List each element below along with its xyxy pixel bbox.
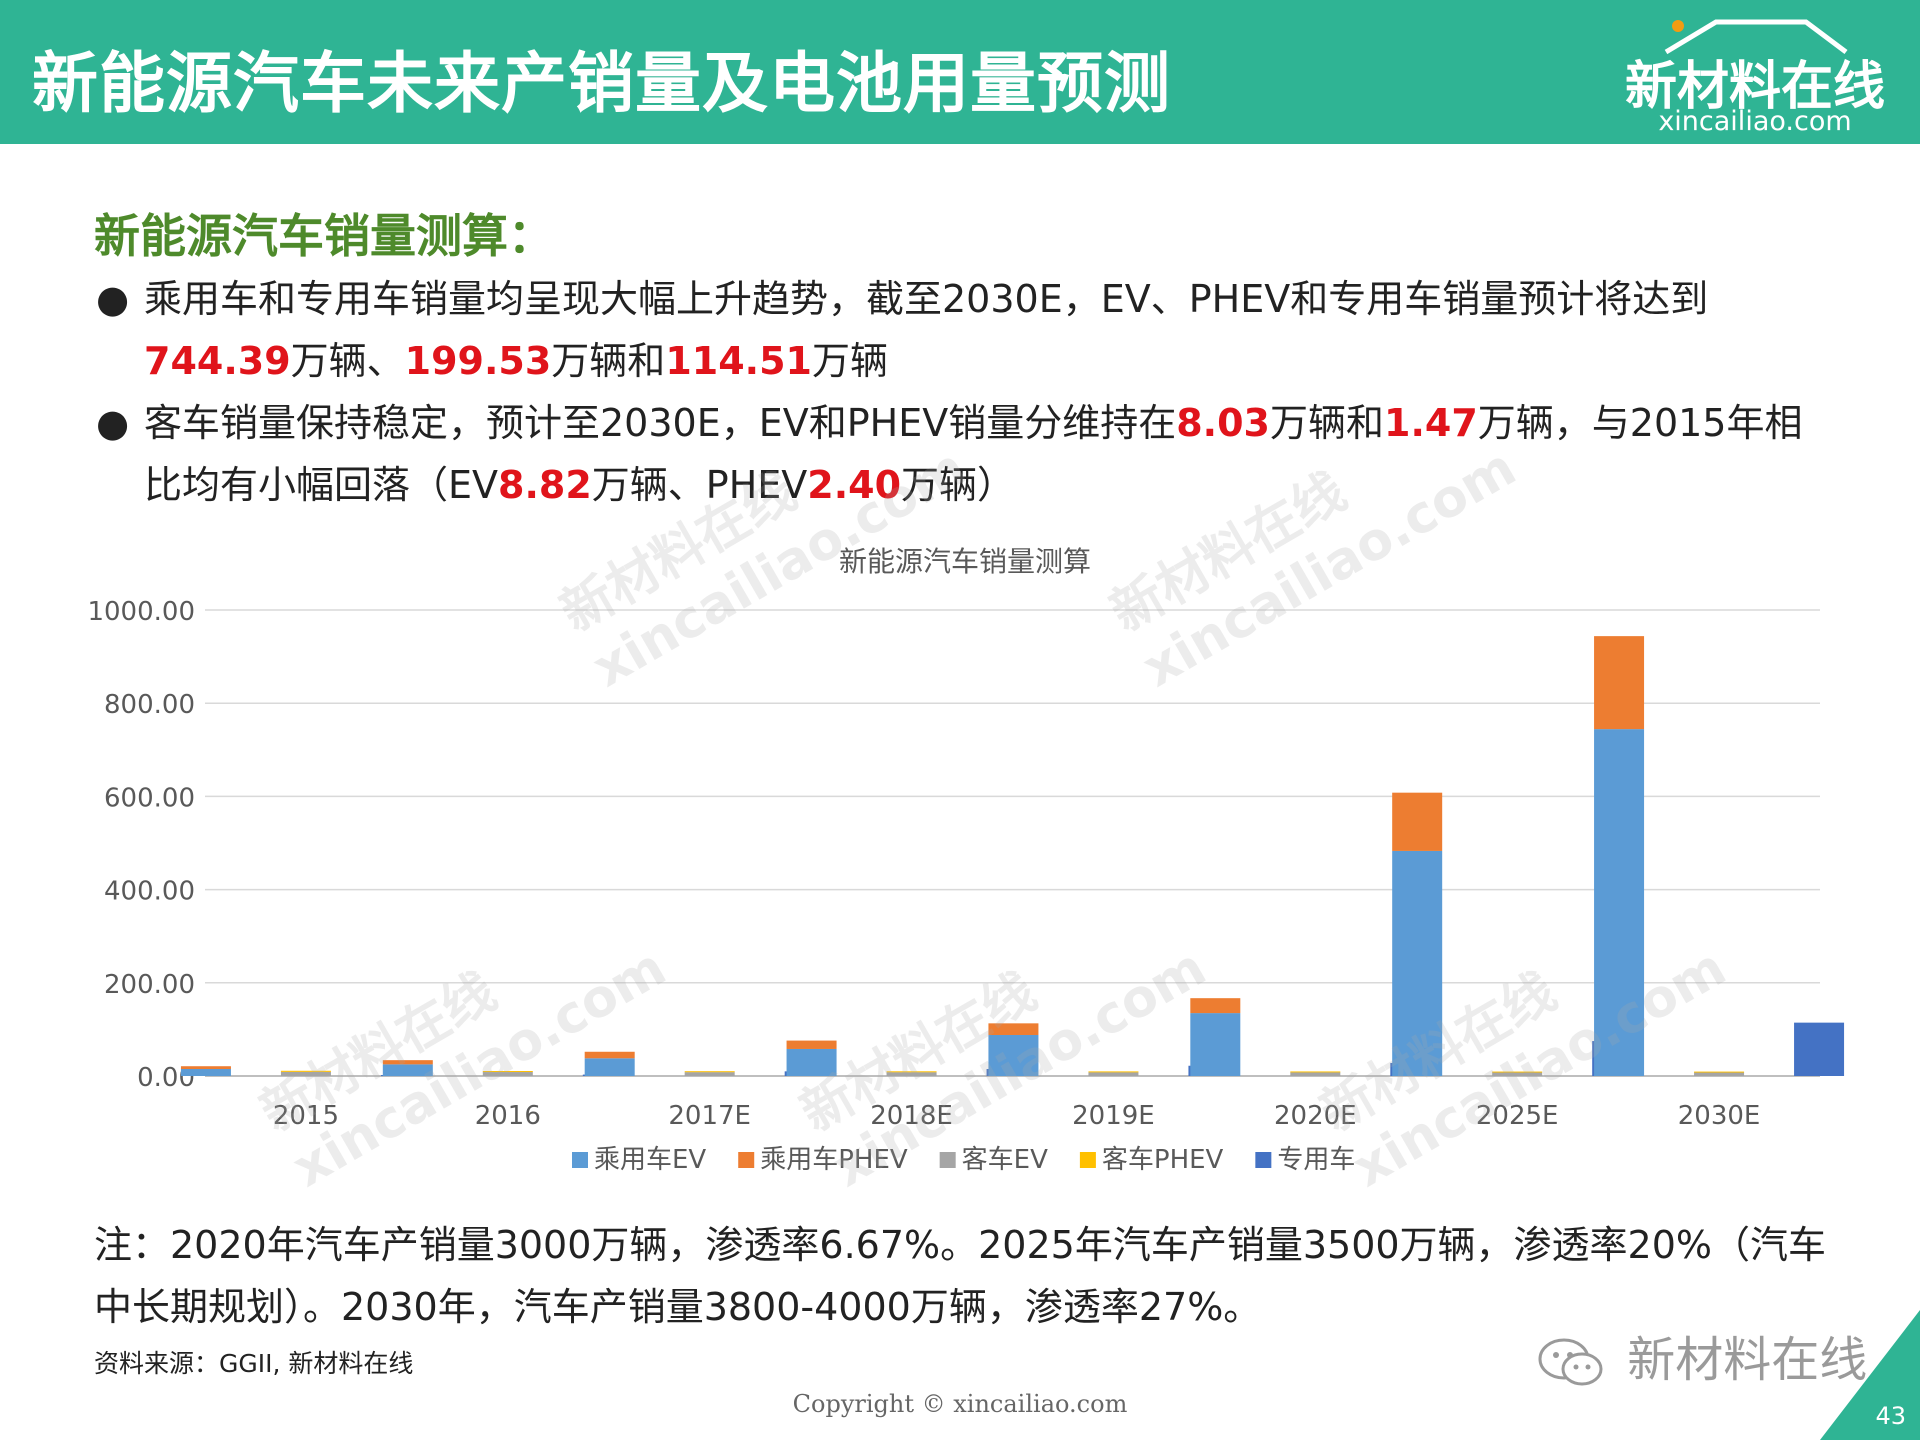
bar-segment: [382, 1064, 433, 1076]
page-corner: 43: [1820, 1310, 1920, 1440]
x-tick-label: 2025E: [1476, 1101, 1559, 1131]
bullet-item: ● 乘用车和专用车销量均呈现大幅上升趋势，截至2030E，EV、PHEV和专用车…: [96, 268, 1816, 392]
bar-segment: [1392, 850, 1443, 1076]
bullet-text-run: 万辆、PHEV: [591, 463, 808, 507]
x-tick-label: 2015: [273, 1101, 339, 1131]
bar-segment: [1594, 729, 1645, 1076]
bar-segment: [180, 1066, 231, 1070]
header-bar: 新能源汽车未来产销量及电池用量预测 新材料在线 xincailiao.com: [0, 0, 1920, 144]
wechat-label: 新材料在线: [1627, 1332, 1868, 1388]
bar-segment: [886, 1072, 937, 1076]
y-tick-label: 600.00: [104, 783, 195, 813]
highlight-value: 8.03: [1176, 401, 1270, 445]
bullet-text-run: 万辆）: [901, 463, 1016, 507]
y-tick-label: 200.00: [104, 970, 195, 1000]
bar-segment: [280, 1071, 331, 1076]
wechat-icon: [1538, 1338, 1603, 1386]
x-tick-label: 2020E: [1274, 1101, 1357, 1131]
bar-segment: [584, 1058, 635, 1076]
bar-segment: [280, 1070, 331, 1072]
bullet-text-run: 乘用车和专用车销量均呈现大幅上升趋势，截至2030E，EV、PHEV和专用车销量…: [144, 277, 1709, 321]
legend-swatch: [572, 1152, 588, 1168]
y-tick-label: 1000.00: [87, 597, 195, 627]
wechat-account: 新材料在线: [1536, 1320, 1867, 1391]
bar-segment: [180, 1069, 231, 1076]
bar-segment: [1492, 1071, 1543, 1073]
x-tick-label: 2016: [475, 1101, 541, 1131]
logo-text-en: xincailiao.com: [1658, 106, 1852, 137]
page-number: 43: [1875, 1402, 1906, 1430]
bar-segment: [1190, 998, 1241, 1014]
bar-segment: [1694, 1072, 1745, 1076]
y-tick-label: 800.00: [104, 690, 195, 720]
bar-segment: [1190, 1013, 1241, 1076]
bullet-dot-icon: ●: [96, 277, 130, 321]
x-tick-label: 2018E: [870, 1101, 953, 1131]
legend-swatch: [939, 1152, 956, 1168]
bar-segment: [1088, 1071, 1139, 1073]
bar-segment: [482, 1071, 533, 1073]
legend-swatch: [738, 1152, 755, 1168]
bar-segment: [684, 1071, 735, 1073]
bar-segment: [988, 1023, 1039, 1035]
house-roof-icon: [1664, 19, 1848, 55]
data-source: 资料来源：GGII, 新材料在线: [94, 1349, 414, 1378]
bar-segment: [1290, 1072, 1341, 1076]
bullet-text-run: 万辆: [811, 339, 888, 383]
bar-segment: [382, 1060, 433, 1065]
site-logo[interactable]: 新材料在线 xincailiao.com: [1620, 10, 1890, 137]
bullet-text-run: 万辆，与2015年相比均有小幅回落（EV: [144, 401, 1803, 507]
y-tick-label: 400.00: [104, 877, 195, 907]
bar-segment: [786, 1048, 837, 1076]
bullet-text-run: 客车销量保持稳定，预计至2030E，EV和PHEV销量分维持在: [144, 401, 1177, 445]
highlight-value: 2.40: [807, 463, 902, 507]
logo-text-cn: 新材料在线: [1624, 57, 1885, 117]
bar-segment: [1794, 1022, 1845, 1076]
bar-segment: [584, 1051, 635, 1059]
legend-label: 乘用车EV: [594, 1145, 706, 1175]
bullet-text: 乘用车和专用车销量均呈现大幅上升趋势，截至2030E，EV、PHEV和专用车销量…: [144, 268, 1816, 392]
highlight-value: 744.39: [144, 339, 291, 383]
legend-label: 客车PHEV: [1102, 1145, 1224, 1175]
bullet-text: 客车销量保持稳定，预计至2030E，EV和PHEV销量分维持在8.03万辆和1.…: [144, 392, 1816, 516]
x-tick-label: 2030E: [1678, 1101, 1761, 1131]
bar-segment: [1694, 1071, 1745, 1073]
legend-label: 专用车: [1277, 1145, 1355, 1175]
corner-triangle-icon: [1820, 1310, 1920, 1440]
bullet-text-run: 万辆和: [551, 339, 666, 383]
legend-swatch: [1079, 1152, 1096, 1168]
highlight-value: 114.51: [665, 339, 812, 383]
highlight-value: 8.82: [498, 463, 592, 507]
bullet-dot-icon: ●: [96, 401, 130, 445]
page-title: 新能源汽车未来产销量及电池用量预测: [32, 45, 1171, 122]
bar-segment: [1088, 1072, 1139, 1076]
bar-segment: [988, 1034, 1039, 1076]
x-tick-label: 2019E: [1072, 1101, 1155, 1131]
footnote: 注：2020年汽车产销量3000万辆，渗透率6.67%。2025年汽车产销量35…: [94, 1223, 1827, 1329]
bar-segment: [1290, 1071, 1341, 1073]
bullet-item: ● 客车销量保持稳定，预计至2030E，EV和PHEV销量分维持在8.03万辆和…: [96, 392, 1816, 516]
bar-segment: [1392, 792, 1443, 851]
chart-title: 新能源汽车销量测算: [838, 545, 1091, 578]
bar-segment: [482, 1072, 533, 1076]
bar-segment: [684, 1072, 735, 1076]
x-tick-label: 2017E: [668, 1101, 751, 1131]
bullet-text-run: 万辆、: [290, 339, 405, 383]
legend-swatch: [1255, 1152, 1272, 1168]
bar-segment: [886, 1071, 937, 1073]
copyright-text: Copyright © xincailiao.com: [792, 1390, 1128, 1418]
bullet-text-run: 万辆和: [1269, 401, 1384, 445]
bar-segment: [1492, 1072, 1543, 1076]
bar-segment: [1594, 636, 1645, 730]
bar-segment: [786, 1040, 837, 1049]
section-title: 新能源汽车销量测算：: [94, 209, 554, 263]
highlight-value: 1.47: [1384, 401, 1478, 445]
legend-label: 乘用车PHEV: [760, 1145, 908, 1175]
highlight-value: 199.53: [404, 339, 552, 383]
legend-label: 客车EV: [962, 1145, 1048, 1175]
